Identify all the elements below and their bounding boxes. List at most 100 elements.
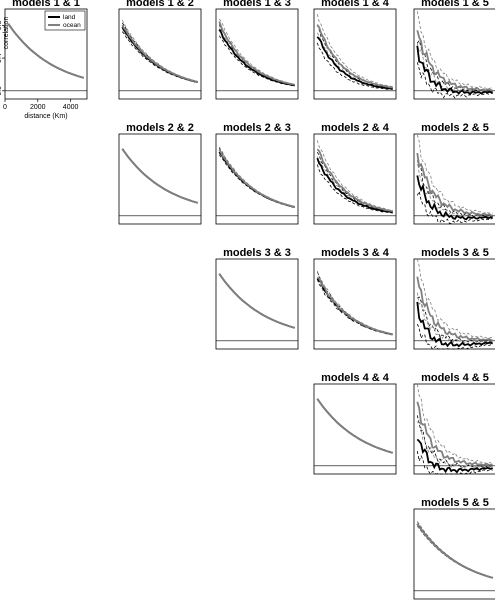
panel-frame	[413, 383, 495, 475]
land-mean-line	[316, 157, 393, 214]
panel-4-5: models 4 & 5	[413, 372, 495, 475]
ocean-spread-line	[416, 419, 493, 469]
panel-frame	[215, 258, 299, 350]
land-spread-line	[416, 451, 493, 475]
panel-2-4: models 2 & 4	[313, 122, 397, 225]
panel-title: models 2 & 2	[126, 122, 194, 134]
ocean-mean-line	[316, 398, 393, 454]
ocean-spread-line	[416, 11, 493, 90]
panel-frame	[313, 258, 397, 350]
panel-title: models 2 & 5	[421, 122, 489, 134]
panel-frame	[215, 8, 299, 100]
ocean-spread-line	[121, 19, 198, 82]
ocean-mean-line	[218, 273, 295, 329]
land-mean-line	[121, 148, 198, 204]
x-axis-label: distance (Km)	[24, 113, 67, 120]
ocean-spread-line	[416, 525, 493, 579]
panel-1-2: models 1 & 2	[118, 0, 202, 100]
land-mean-line	[316, 277, 393, 336]
panel-frame	[313, 133, 397, 225]
land-spread-line	[416, 525, 493, 579]
ocean-spread-line	[316, 14, 393, 88]
land-mean-line	[7, 23, 84, 79]
panel-title: models 2 & 3	[223, 122, 291, 134]
x-tick-label: 2000	[30, 104, 46, 111]
land-spread-line	[218, 154, 295, 208]
panel-title: models 2 & 4	[321, 122, 390, 134]
land-mean-line	[218, 273, 295, 329]
ocean-mean-line	[316, 148, 393, 212]
ocean-mean-line	[316, 276, 393, 336]
panel-frame	[413, 508, 495, 600]
panel-3-5: models 3 & 5	[413, 247, 495, 350]
ocean-mean-line	[218, 149, 295, 208]
ocean-mean-line	[121, 24, 198, 83]
legend-label: land	[63, 14, 76, 21]
panel-1-3: models 1 & 3	[215, 0, 299, 100]
panel-1-4: models 1 & 4	[313, 0, 397, 100]
panel-2-2: models 2 & 2	[118, 122, 202, 225]
panel-frame	[313, 383, 397, 475]
ocean-spread-line	[218, 28, 295, 86]
panel-2-3: models 2 & 3	[215, 122, 299, 225]
ocean-mean-line	[416, 152, 493, 217]
land-mean-line	[316, 36, 393, 90]
panel-1-1: models 1 & 1 0 2000 4000 0.0 0.4 0.8 distance (…	[0, 0, 88, 120]
ocean-mean-line	[121, 148, 198, 204]
panel-frame	[118, 133, 202, 225]
ocean-mean-line	[316, 24, 393, 89]
panel-4-4: models 4 & 4	[313, 372, 397, 475]
panel-3-4: models 3 & 4	[313, 247, 397, 350]
panel-5-5: models 5 & 5	[413, 497, 495, 600]
land-mean-line	[416, 438, 494, 474]
panel-title: models 1 & 1	[12, 0, 80, 9]
ocean-spread-line	[416, 292, 493, 344]
panel-title: models 3 & 4	[321, 247, 390, 259]
ocean-spread-line	[416, 384, 493, 464]
land-spread-line	[316, 272, 393, 335]
panel-frame	[313, 8, 397, 100]
ocean-mean-line	[416, 523, 493, 579]
panel-title: models 1 & 2	[126, 0, 194, 9]
ocean-spread-line	[121, 28, 198, 83]
panel-2-5: models 2 & 5	[413, 122, 495, 225]
land-mean-line	[316, 398, 393, 454]
ocean-mean-line	[416, 30, 493, 92]
land-mean-line	[416, 175, 493, 221]
land-spread-line	[416, 323, 493, 350]
ocean-spread-line	[218, 152, 295, 208]
land-spread-line	[416, 190, 493, 225]
land-spread-line	[316, 279, 393, 336]
ocean-spread-line	[218, 146, 295, 207]
panel-title: models 3 & 5	[421, 247, 489, 259]
ocean-spread-line	[316, 270, 393, 335]
land-spread-line	[416, 521, 493, 578]
panel-title: models 4 & 5	[421, 372, 489, 384]
panel-title: models 5 & 5	[421, 497, 489, 509]
y-tick-label: 0.4	[0, 53, 3, 63]
land-spread-line	[416, 62, 493, 99]
land-spread-line	[122, 31, 198, 83]
ocean-mean-line	[7, 23, 84, 79]
panel-1-5: models 1 & 5	[413, 0, 495, 100]
y-tick-label: 0.0	[0, 86, 3, 96]
panel-title: models 1 & 4	[321, 0, 390, 9]
panel-title: models 4 & 4	[321, 372, 390, 384]
land-spread-line	[218, 147, 295, 208]
panel-frame	[413, 133, 495, 225]
legend-label: ocean	[63, 22, 81, 29]
land-mean-line	[416, 45, 494, 95]
land-spread-line	[218, 24, 295, 86]
land-mean-line	[416, 523, 493, 579]
ocean-mean-line	[416, 276, 493, 342]
land-mean-line	[218, 29, 295, 87]
panel-frame	[413, 258, 495, 350]
panel-frame	[4, 8, 88, 100]
land-spread-line	[218, 35, 295, 87]
ocean-spread-line	[416, 521, 493, 578]
panel-title: models 1 & 5	[421, 0, 489, 9]
land-spread-line	[121, 22, 198, 82]
ocean-spread-line	[316, 279, 393, 336]
